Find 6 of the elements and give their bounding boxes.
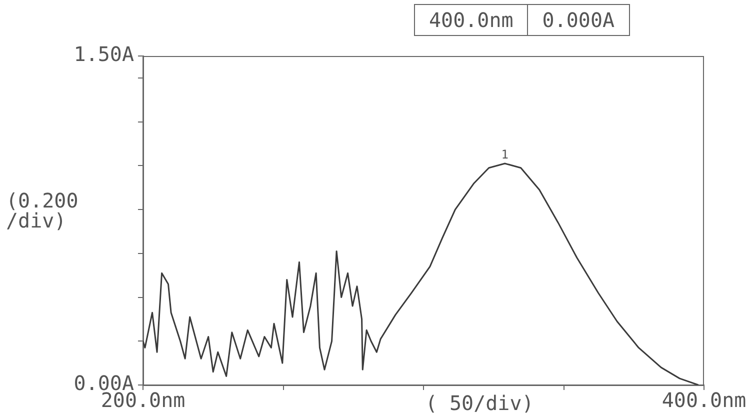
x-axis-title: ( 50/div): [425, 391, 534, 416]
annotation: 1: [501, 148, 508, 162]
text: 400.0nm: [414, 4, 528, 36]
text: 0.000A: [528, 4, 630, 36]
y-axis-title: (0.200 /div): [6, 188, 78, 233]
y-tick-label: 1.50A: [74, 42, 134, 66]
